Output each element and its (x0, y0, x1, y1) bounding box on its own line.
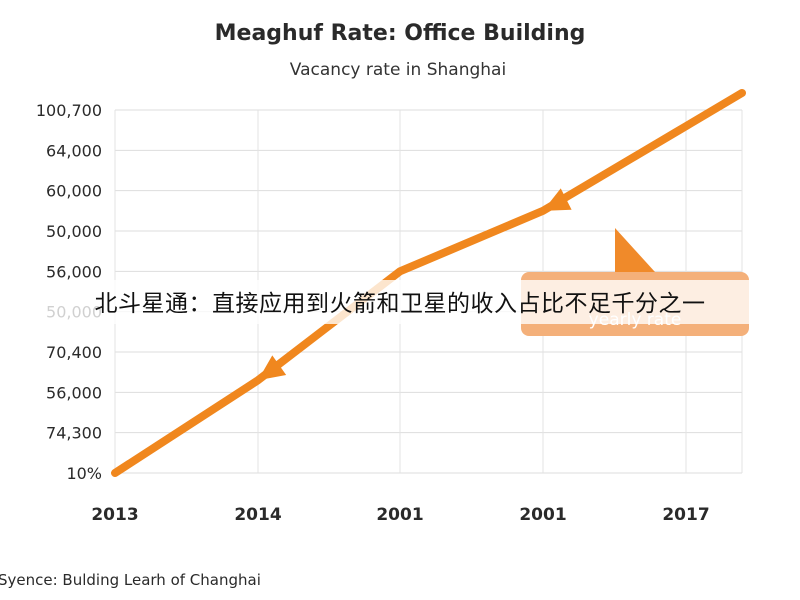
y-tick-label: 56,000 (46, 262, 102, 281)
y-tick-label: 60,000 (46, 182, 102, 201)
y-tick-label: 10% (66, 464, 102, 483)
y-tick-label: 56,000 (46, 383, 102, 402)
x-tick-label: 2013 (91, 505, 138, 525)
x-axis-ticks: 2013 2014 2001 2001 2017 (91, 505, 709, 525)
x-tick-label: 2001 (376, 505, 423, 525)
series-line (111, 88, 746, 477)
y-tick-label: 50,000 (46, 222, 102, 241)
overlay-banner (0, 280, 800, 324)
series-marker (258, 355, 287, 381)
x-tick-label: 2014 (234, 505, 281, 525)
x-tick-label: 2001 (519, 505, 566, 525)
chart-subtitle: Vacancy rate in Shanghai (290, 60, 506, 80)
x-tick-label: 2017 (662, 505, 709, 525)
y-tick-label: 100,700 (36, 101, 102, 120)
callout-pointer (615, 228, 655, 272)
overlay-caption: 北斗星通：直接应用到火箭和卫星的收入占比不足千分之一 (94, 291, 706, 317)
series-group (111, 88, 746, 477)
y-tick-label: 64,000 (46, 141, 102, 160)
y-tick-label: 70,400 (46, 343, 102, 362)
source-note: Syence: Bulding Learh of Changhai (0, 571, 261, 589)
y-tick-label: 74,300 (46, 424, 102, 443)
chart-title: Meaghuf Rate: Office Building (215, 21, 586, 46)
series-marker (543, 188, 572, 211)
